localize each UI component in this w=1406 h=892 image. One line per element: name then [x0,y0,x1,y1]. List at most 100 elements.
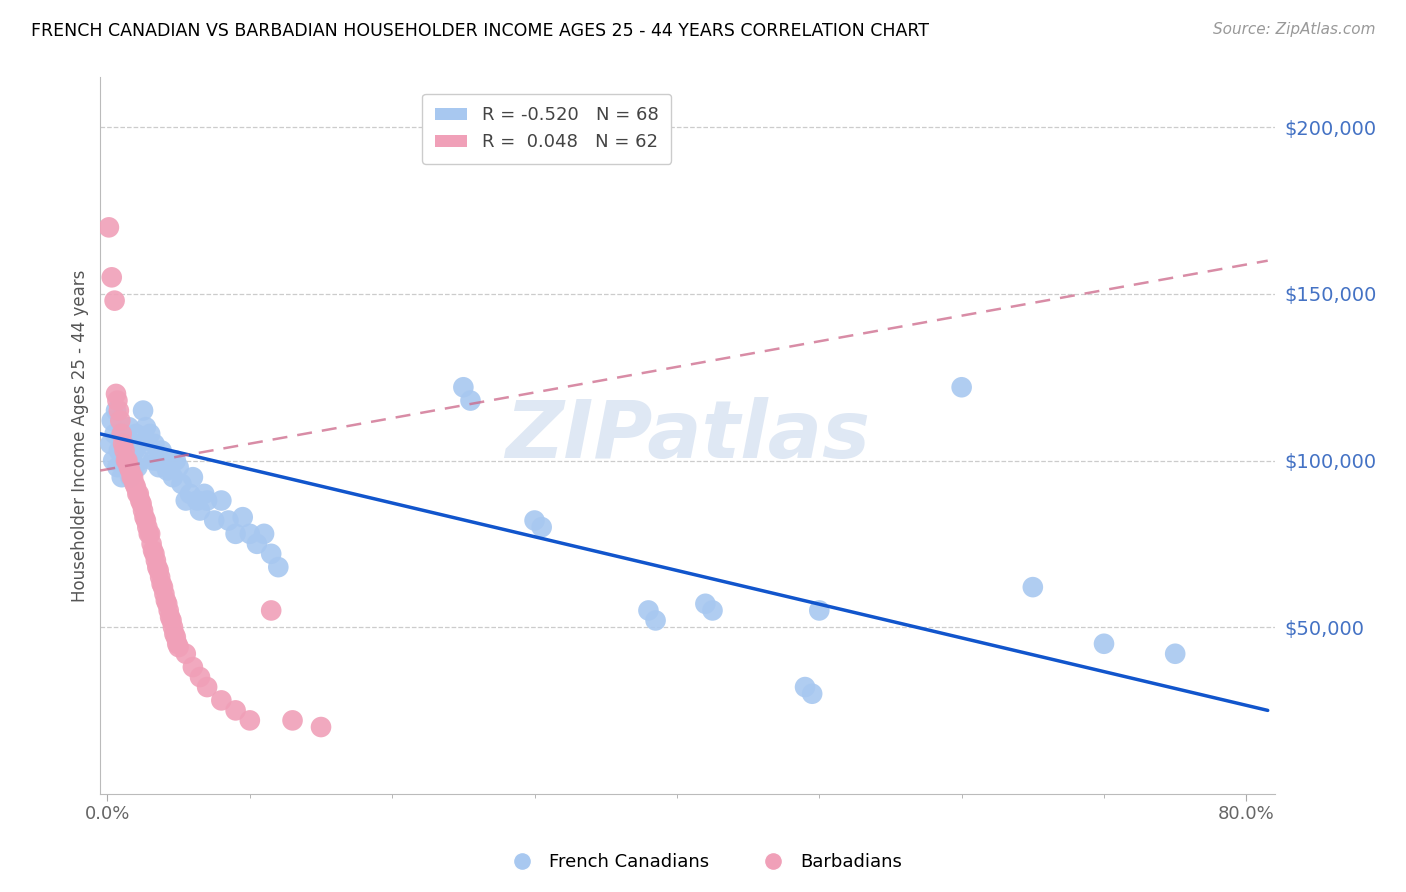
Point [114,437,136,451]
Point [253,526,276,541]
Point [460,393,482,408]
Point [125,480,148,494]
Point [309,720,332,734]
Point [115,453,138,467]
Point [267,560,290,574]
Point [118,460,141,475]
Point [246,537,269,551]
Point [108,403,131,417]
Point [794,680,817,694]
Point [225,526,247,541]
Point [135,420,157,434]
Point [239,714,262,728]
Text: Source: ZipAtlas.com: Source: ZipAtlas.com [1212,22,1375,37]
Point [159,610,181,624]
Point [105,403,128,417]
Point [136,520,159,534]
Point [181,660,204,674]
Point [160,614,183,628]
Point [181,470,204,484]
Point [801,687,824,701]
Point [453,380,475,394]
Point [188,670,211,684]
Point [702,603,724,617]
Point [132,503,155,517]
Point [145,553,167,567]
Point [125,426,148,441]
Point [166,637,188,651]
Point [114,443,136,458]
Point [523,514,546,528]
Point [152,580,174,594]
Point [167,640,190,654]
Point [142,543,165,558]
Point [174,493,197,508]
Point [218,514,240,528]
Point [121,470,143,484]
Point [193,487,215,501]
Point [124,476,146,491]
Point [165,630,187,644]
Point [170,476,193,491]
Point [209,693,232,707]
Point [138,526,160,541]
Point [118,420,141,434]
Point [143,547,166,561]
Point [111,470,134,484]
Y-axis label: Householder Income Ages 25 - 44 years: Householder Income Ages 25 - 44 years [72,269,89,602]
Point [115,460,138,475]
Point [281,714,304,728]
Point [150,576,173,591]
Point [127,487,149,501]
Point [232,510,254,524]
Point [124,443,146,458]
Point [103,426,125,441]
Point [129,493,152,508]
Point [129,453,152,467]
Point [100,413,122,427]
Point [1164,647,1187,661]
Point [120,464,142,478]
Point [141,537,163,551]
Point [530,520,553,534]
Point [150,443,173,458]
Point [153,587,176,601]
Point [148,460,170,475]
Point [165,453,187,467]
Point [143,437,166,451]
Point [155,593,177,607]
Point [117,447,139,461]
Point [808,603,831,617]
Legend: R = -0.520   N = 68, R =  0.048   N = 62: R = -0.520 N = 68, R = 0.048 N = 62 [422,94,671,164]
Point [146,453,169,467]
Point [950,380,973,394]
Point [122,464,145,478]
Point [167,460,190,475]
Point [111,426,134,441]
Point [149,570,172,584]
Point [148,564,170,578]
Point [239,526,262,541]
Point [98,437,121,451]
Point [112,437,135,451]
Point [644,614,666,628]
Point [120,470,142,484]
Point [110,413,132,427]
Point [128,437,150,451]
Point [132,403,155,417]
Point [97,220,120,235]
Point [637,603,659,617]
Point [195,680,218,694]
Point [188,503,211,517]
Point [105,387,128,401]
Point [142,453,165,467]
Point [121,453,143,467]
Point [695,597,717,611]
Point [162,470,184,484]
Point [134,510,156,524]
Point [146,560,169,574]
Text: ZIPatlas: ZIPatlas [505,397,870,475]
Point [112,453,135,467]
Point [103,293,125,308]
Point [139,526,162,541]
